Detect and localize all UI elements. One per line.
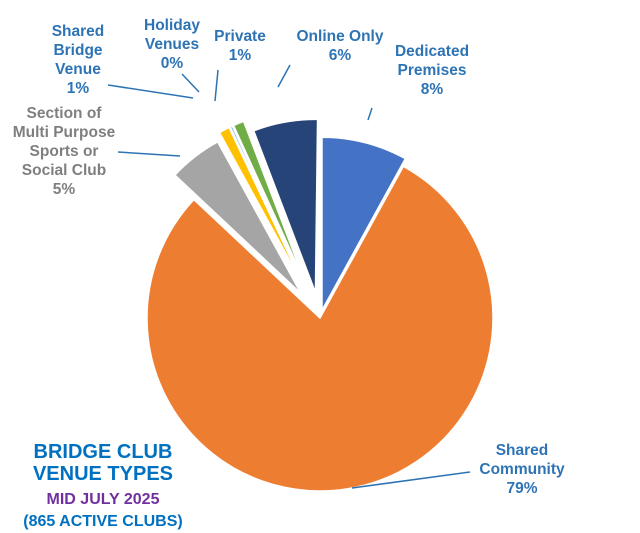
label-section-of-multi-purpose-sports-or-social-club: Section of Multi Purpose Sports or Social C… xyxy=(13,105,116,198)
slice-holiday-venues xyxy=(229,125,305,284)
leader-private xyxy=(214,69,219,102)
leader-online-only xyxy=(277,64,291,88)
leader-shared-bridge-venue xyxy=(107,84,194,99)
leader-dedicated-premises xyxy=(367,107,373,121)
leader-holiday-venues xyxy=(181,73,200,93)
chart-title-line-1: BRIDGE CLUB xyxy=(34,441,173,463)
label-shared-bridge-venue: Shared Bridge Venue 1% xyxy=(52,23,105,97)
slice-dedicated-premises xyxy=(321,136,407,311)
chart-subtitle: MID JULY 2025 xyxy=(47,491,160,508)
label-shared-community: Shared Community 79% xyxy=(479,442,565,497)
slice-shared-bridge-venue xyxy=(218,126,304,285)
leader-shared-community xyxy=(351,471,471,489)
leader-section-of-multi-purpose-sports-or-social-club xyxy=(117,151,181,157)
leader-lines xyxy=(107,64,471,489)
slice-private xyxy=(232,120,307,284)
slice-labels: Dedicated Premises 8% Shared Community 79% Sec… xyxy=(13,17,565,497)
slice-shared-community xyxy=(146,165,494,492)
chart-subtitle-clubs: (865 ACTIVE CLUBS) xyxy=(23,513,182,530)
slice-section-of-multi-purpose-sports-or-social-club xyxy=(173,140,302,295)
chart-title-line-2: VENUE TYPES xyxy=(33,463,173,485)
label-private: Private 1% xyxy=(214,28,266,64)
label-online-only: Online Only 6% xyxy=(297,28,384,64)
slice-online-only xyxy=(252,118,319,293)
label-holiday-venues: Holiday Venues 0% xyxy=(144,17,200,72)
label-dedicated-premises: Dedicated Premises 8% xyxy=(395,43,469,98)
pie-slices xyxy=(146,118,494,492)
